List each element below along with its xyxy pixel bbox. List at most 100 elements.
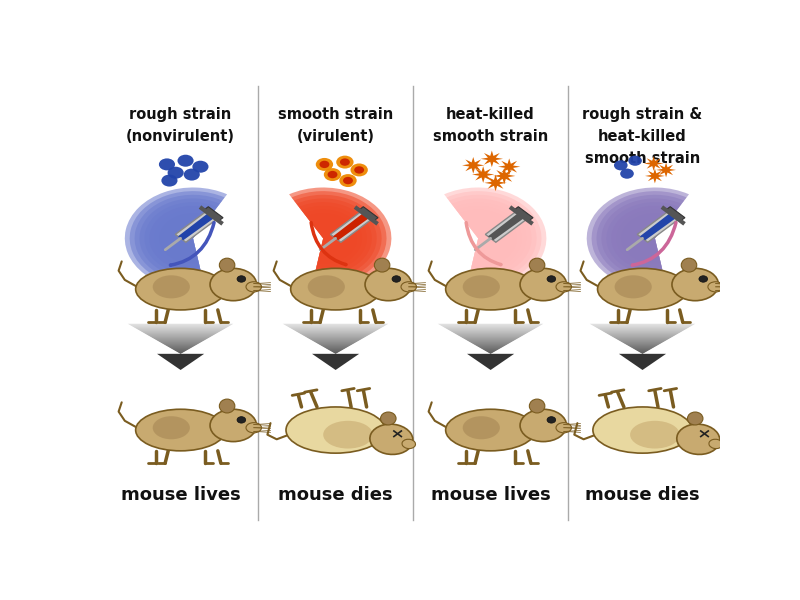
Polygon shape [446,329,534,330]
Polygon shape [613,337,672,338]
Polygon shape [330,212,371,242]
Circle shape [343,177,353,184]
Text: (nonvirulent): (nonvirulent) [126,129,235,144]
Polygon shape [493,167,515,184]
Polygon shape [485,175,506,191]
Polygon shape [611,336,674,337]
Polygon shape [286,326,385,327]
Ellipse shape [672,268,718,301]
Wedge shape [446,191,542,286]
Ellipse shape [593,407,692,453]
Polygon shape [459,336,522,337]
Polygon shape [334,353,338,354]
Polygon shape [450,331,531,332]
Polygon shape [474,345,506,346]
Polygon shape [645,169,665,184]
Polygon shape [313,341,358,342]
Polygon shape [175,212,217,242]
Ellipse shape [219,399,235,413]
Circle shape [614,160,628,170]
Ellipse shape [462,275,500,298]
Wedge shape [294,195,382,282]
Polygon shape [146,334,216,335]
Polygon shape [618,340,667,341]
Polygon shape [466,340,515,341]
Polygon shape [454,333,527,334]
Polygon shape [462,157,485,173]
Wedge shape [134,195,222,282]
Polygon shape [449,330,533,331]
Polygon shape [443,327,538,328]
Wedge shape [591,191,686,286]
Circle shape [327,171,338,178]
Polygon shape [166,346,194,347]
Polygon shape [294,330,378,331]
Polygon shape [591,325,694,326]
Ellipse shape [323,421,373,449]
Text: heat-killed: heat-killed [598,129,687,144]
Polygon shape [595,327,690,328]
Text: mouse dies: mouse dies [278,486,393,504]
Circle shape [699,276,708,282]
Text: mouse lives: mouse lives [430,486,550,504]
Polygon shape [638,351,648,352]
Text: smooth strain: smooth strain [278,107,394,122]
Circle shape [159,158,175,170]
Polygon shape [598,329,686,330]
Wedge shape [125,188,227,289]
Polygon shape [316,343,355,344]
Wedge shape [454,202,527,275]
Polygon shape [626,345,658,346]
Polygon shape [638,212,678,242]
Polygon shape [359,206,378,221]
Ellipse shape [462,416,500,439]
Wedge shape [304,209,362,268]
Polygon shape [478,347,503,348]
Polygon shape [455,334,526,335]
Wedge shape [449,195,537,282]
Text: rough strain: rough strain [130,107,232,122]
Polygon shape [170,348,191,349]
Polygon shape [175,351,186,352]
Polygon shape [311,340,360,341]
Polygon shape [440,325,542,326]
Polygon shape [623,343,662,344]
Polygon shape [306,337,366,338]
Ellipse shape [530,258,545,272]
Polygon shape [172,349,190,350]
Polygon shape [295,331,376,332]
Polygon shape [285,325,386,326]
Polygon shape [625,344,660,345]
Wedge shape [597,195,684,282]
Polygon shape [158,341,203,342]
Ellipse shape [286,407,386,453]
Polygon shape [140,331,221,332]
Polygon shape [461,337,521,338]
Wedge shape [139,199,220,278]
Polygon shape [635,350,650,351]
Polygon shape [597,328,688,329]
Polygon shape [606,333,679,334]
Polygon shape [483,350,498,351]
Ellipse shape [402,439,415,449]
Ellipse shape [614,275,652,298]
Wedge shape [306,213,358,264]
Circle shape [324,168,341,181]
Ellipse shape [446,409,535,451]
Text: rough strain &: rough strain & [582,107,702,122]
Polygon shape [594,326,692,327]
Circle shape [340,158,350,166]
Wedge shape [159,213,210,264]
Polygon shape [135,328,226,329]
Polygon shape [150,337,210,338]
Polygon shape [290,328,382,329]
Circle shape [620,169,634,179]
Wedge shape [611,206,677,271]
Ellipse shape [520,268,566,301]
Polygon shape [333,213,370,240]
Polygon shape [486,351,496,352]
Polygon shape [304,336,367,337]
Ellipse shape [290,268,381,310]
Text: smooth strain: smooth strain [585,151,700,166]
Wedge shape [289,188,391,289]
